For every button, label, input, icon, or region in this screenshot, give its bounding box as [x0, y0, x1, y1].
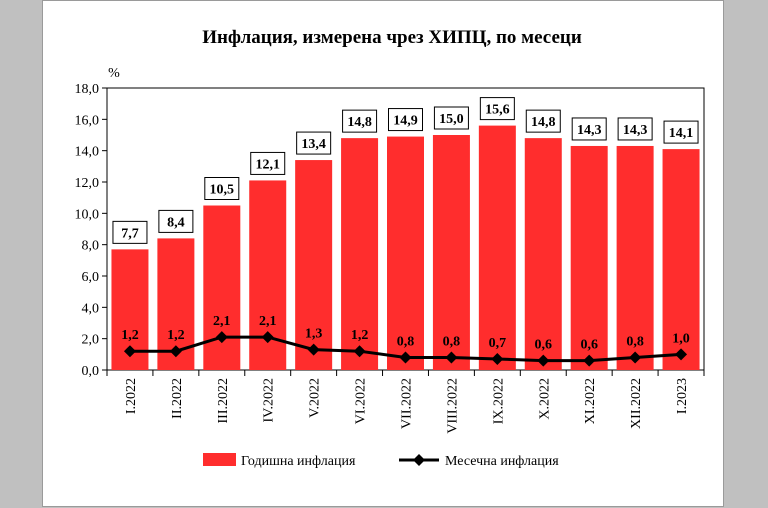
x-tick-label: VI.2022: [354, 378, 369, 424]
bar-annual-inflation: [662, 149, 700, 370]
bar-annual-inflation: [570, 145, 608, 370]
line-data-label: 1,2: [167, 328, 185, 343]
y-axis-unit: %: [108, 66, 120, 81]
y-tick-label: 18,0: [75, 82, 100, 97]
bar-data-label: 15,0: [439, 112, 464, 127]
bar-data-label: 13,4: [301, 137, 326, 152]
line-point-monthly-inflation: [261, 331, 274, 344]
line-data-label: 0,8: [626, 334, 644, 349]
bar-data-label-box: [342, 109, 378, 133]
line-data-label: 0,8: [443, 334, 461, 349]
bar-data-label-box: [479, 97, 515, 121]
x-tick-label: IX.2022: [491, 378, 506, 424]
line-data-label: 1,3: [305, 327, 323, 342]
line-data-label: 0,6: [535, 338, 553, 353]
x-tick-label: III.2022: [216, 378, 231, 424]
line-point-monthly-inflation: [399, 351, 412, 364]
y-tick-label: 16,0: [75, 113, 100, 128]
line-point-monthly-inflation: [583, 354, 596, 367]
bar-data-label: 14,3: [577, 123, 602, 138]
line-point-monthly-inflation: [353, 345, 366, 358]
x-tick-label: II.2022: [170, 378, 185, 419]
y-tick-label: 8,0: [82, 239, 100, 254]
bar-annual-inflation: [616, 145, 654, 370]
bar-data-label-box: [525, 109, 561, 133]
bar-data-label: 14,1: [669, 126, 694, 141]
bar-data-label: 14,8: [531, 115, 556, 130]
line-point-monthly-inflation: [491, 353, 504, 366]
bar-data-label-box: [571, 117, 607, 141]
line-data-label: 1,2: [121, 328, 139, 343]
chart-canvas: Инфлация, измерена чрез ХИПЦ, по месеци …: [75, 27, 705, 469]
legend-label-annual: Годишна инфлация: [241, 454, 356, 469]
bar-annual-inflation: [203, 205, 241, 370]
x-tick-label: XI.2022: [583, 378, 598, 424]
line-point-monthly-inflation: [307, 343, 320, 356]
bar-annual-inflation: [341, 138, 379, 370]
x-tick-label: I.2023: [675, 378, 690, 414]
line-data-label: 1,0: [672, 331, 690, 346]
line-data-label: 0,7: [489, 336, 507, 351]
y-tick-label: 6,0: [82, 270, 100, 285]
bar-annual-inflation: [524, 138, 562, 370]
bar-annual-inflation: [432, 135, 470, 370]
y-tick-label: 2,0: [82, 333, 100, 348]
line-data-label: 0,8: [397, 334, 415, 349]
bar-data-label-box: [617, 117, 653, 141]
bar-data-label-box: [296, 131, 332, 155]
chart-title: Инфлация, измерена чрез ХИПЦ, по месеци: [202, 27, 582, 48]
bar-data-label-box: [663, 120, 699, 144]
line-point-monthly-inflation: [629, 351, 642, 364]
chart-frame: Инфлация, измерена чрез ХИПЦ, по месеци …: [42, 0, 724, 507]
legend-swatch-monthly-marker: [413, 454, 425, 466]
x-tick-label: I.2022: [124, 378, 139, 414]
y-tick-label: 0,0: [82, 364, 100, 379]
bar-data-label-box: [388, 108, 423, 132]
bar-data-label-box: [250, 151, 286, 175]
line-data-label: 2,1: [259, 314, 277, 329]
x-tick-label: XII.2022: [629, 378, 644, 429]
line-point-monthly-inflation: [169, 345, 182, 358]
bar-data-label-box: [158, 209, 194, 233]
line-data-label: 2,1: [213, 314, 231, 329]
bar-data-label-box: [433, 106, 469, 130]
line-point-monthly-inflation: [215, 331, 228, 344]
legend-label-monthly: Месечна инфлация: [445, 454, 559, 469]
x-tick-label: IV.2022: [262, 378, 277, 422]
bar-data-label: 12,1: [255, 157, 280, 172]
bar-annual-inflation: [295, 160, 333, 370]
bar-data-label: 14,3: [623, 123, 648, 138]
bar-data-label: 14,8: [347, 115, 372, 130]
bar-data-label: 15,6: [485, 103, 510, 118]
legend-swatch-annual: [203, 453, 236, 466]
line-point-monthly-inflation: [537, 354, 550, 367]
y-tick-label: 10,0: [75, 207, 100, 222]
line-point-monthly-inflation: [445, 351, 458, 364]
line-point-monthly-inflation: [675, 348, 688, 361]
y-tick-label: 12,0: [75, 176, 100, 191]
bar-annual-inflation: [387, 136, 424, 370]
bar-data-label-box: [204, 177, 240, 200]
line-data-label: 1,2: [351, 328, 369, 343]
y-tick-label: 14,0: [75, 145, 100, 160]
bar-data-label: 10,5: [210, 183, 235, 198]
x-tick-label: VIII.2022: [445, 378, 460, 434]
x-tick-label: VII.2022: [400, 378, 415, 429]
bar-data-label: 14,9: [393, 114, 418, 129]
bar-data-label: 8,4: [167, 215, 185, 230]
line-data-label: 0,6: [580, 338, 598, 353]
bar-data-label-box: [112, 220, 148, 244]
y-tick-label: 4,0: [82, 301, 100, 316]
line-point-monthly-inflation: [123, 345, 136, 358]
x-tick-label: X.2022: [537, 378, 552, 420]
x-tick-label: V.2022: [308, 378, 323, 418]
bar-data-label: 7,7: [121, 226, 139, 241]
bar-annual-inflation: [478, 125, 516, 370]
